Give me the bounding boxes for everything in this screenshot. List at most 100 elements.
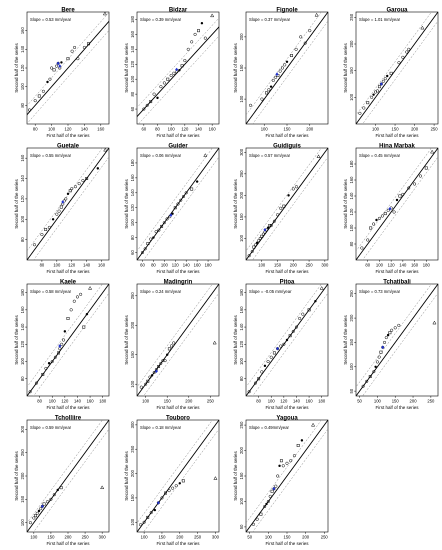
y-tick-label: 160 — [130, 174, 135, 182]
y-tick-label: 180 — [349, 160, 354, 168]
data-point — [251, 522, 256, 526]
data-point — [57, 209, 61, 213]
identity-line — [27, 420, 109, 532]
data-point — [41, 373, 45, 376]
plot-area — [27, 12, 109, 124]
data-point — [169, 73, 173, 78]
data-point — [250, 249, 254, 253]
plot-area — [246, 284, 328, 396]
plot-area — [137, 420, 219, 532]
x-tick-label: 120 — [65, 127, 73, 132]
data-point — [253, 381, 258, 385]
x-tick-label: 80 — [256, 399, 261, 404]
x-axis-label: First half of the series — [156, 269, 200, 274]
y-tick-label: 120 — [20, 195, 25, 203]
y-tick-label: 50 — [239, 524, 244, 529]
data-point — [28, 521, 32, 525]
scatter-panel: Guidiguis Slope = 0.57 mm/year 100 150 200 25… — [233, 144, 329, 275]
data-point — [285, 461, 289, 465]
y-tick-label: 300 — [20, 425, 25, 433]
data-point — [275, 213, 280, 217]
data-point — [159, 362, 163, 366]
upper-bound-line — [246, 420, 322, 524]
data-point — [178, 482, 181, 485]
data-point — [401, 55, 405, 59]
x-tick-label: 300 — [212, 535, 220, 540]
data-point — [103, 148, 108, 152]
y-tick-label: 120 — [20, 340, 25, 348]
data-point — [174, 484, 178, 488]
data-point — [260, 370, 264, 374]
x-tick-label: 180 — [99, 399, 107, 404]
data-point — [319, 285, 324, 290]
x-tick-label: 200 — [410, 399, 418, 404]
x-tick-label: 150 — [392, 399, 400, 404]
identity-line — [356, 12, 438, 124]
y-tick-label: 150 — [349, 338, 354, 346]
slope-label: Slope = 0.24 mm/year — [140, 289, 182, 294]
data-point — [308, 29, 312, 33]
scatter-panel: Fignole Slope = 0.37 mm/year 100 150 200 100 1… — [233, 8, 329, 138]
x-tick-label: 100 — [168, 127, 176, 132]
highlight-point — [61, 200, 65, 204]
data-point — [32, 516, 36, 520]
data-point — [260, 234, 264, 238]
y-tick-label: 250 — [349, 13, 354, 21]
data-point — [68, 189, 72, 193]
y-tick-label: 140 — [20, 45, 25, 53]
highlight-point — [58, 64, 62, 68]
data-point — [358, 111, 362, 115]
panel-title: Bere — [61, 8, 75, 14]
data-point — [298, 316, 302, 321]
data-point — [49, 497, 53, 501]
x-tick-label: 160 — [98, 263, 106, 268]
data-point — [291, 187, 295, 191]
y-tick-label: 160 — [349, 176, 354, 184]
data-point — [96, 167, 100, 170]
plot-frame — [26, 283, 110, 397]
y-tick-label: 100 — [20, 357, 25, 365]
data-point — [50, 359, 54, 364]
y-tick-label: 200 — [239, 191, 244, 199]
data-point — [397, 61, 401, 65]
identity-line — [246, 12, 328, 124]
data-point — [70, 49, 74, 53]
data-point — [142, 520, 146, 524]
y-tick-label: 180 — [130, 159, 135, 167]
upper-bound-line — [137, 17, 219, 108]
data-point — [393, 326, 397, 330]
scatter-panel: Garoua Slope = 1.01 mm/year 100 150 200 250 10… — [343, 8, 439, 138]
y-tick-label: 80 — [239, 376, 244, 381]
data-point — [85, 177, 89, 180]
data-point — [272, 219, 276, 223]
data-point — [190, 187, 194, 191]
data-point — [52, 493, 56, 497]
x-axis-label: First half of the series — [46, 541, 90, 546]
y-tick-label: 120 — [20, 64, 25, 72]
data-point — [276, 474, 280, 478]
data-point — [88, 285, 93, 290]
data-point — [42, 502, 46, 506]
data-point — [418, 174, 422, 178]
data-point — [263, 364, 267, 368]
data-point — [430, 149, 435, 154]
x-tick-label: 100 — [374, 399, 382, 404]
y-tick-label: 100 — [239, 95, 244, 103]
y-tick-label: 150 — [349, 67, 354, 75]
x-tick-label: 100 — [376, 263, 384, 268]
data-point — [374, 365, 377, 368]
plot-area — [246, 148, 328, 260]
y-tick-label: 80 — [349, 241, 354, 246]
x-tick-label: 50 — [357, 399, 362, 404]
data-point — [383, 212, 387, 216]
data-point — [157, 365, 161, 368]
x-tick-label: 150 — [158, 535, 166, 540]
data-point — [384, 336, 388, 340]
y-tick-label: 200 — [130, 469, 135, 477]
panel-title: Touboro — [166, 416, 190, 422]
y-tick-label: 200 — [239, 446, 244, 454]
data-point — [289, 459, 293, 463]
data-point — [314, 12, 319, 17]
